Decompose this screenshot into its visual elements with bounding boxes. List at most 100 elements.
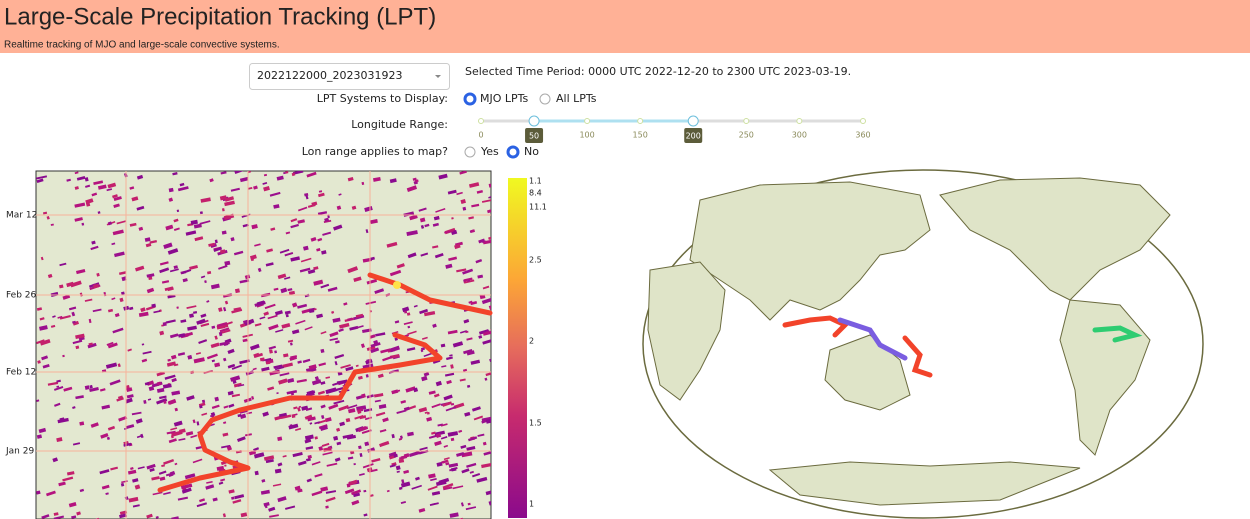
date-label: Mar 12 (6, 211, 37, 221)
slider-handle[interactable] (687, 115, 699, 127)
precip-pixel (231, 496, 235, 500)
precip-pixel (481, 297, 491, 305)
colorbar-label: 2.5 (529, 256, 542, 265)
precip-pixel (75, 345, 80, 350)
precip-pixel (476, 476, 488, 483)
precip-pixel (488, 195, 491, 199)
precip-pixel (151, 303, 157, 308)
precip-pixel (365, 300, 377, 305)
radio-selected[interactable] (463, 92, 477, 106)
radio[interactable] (464, 146, 476, 158)
precip-pixel (186, 331, 194, 337)
precip-pixel (295, 319, 306, 325)
precip-pixel (291, 302, 298, 308)
precip-pixel (111, 297, 116, 301)
precip-pixel (421, 375, 428, 382)
precip-pixel (223, 405, 229, 409)
precip-pixel (125, 424, 135, 430)
precip-pixel (321, 250, 327, 255)
slider-dot (478, 118, 484, 124)
precip-pixel (141, 358, 148, 363)
precip-pixel (468, 216, 474, 220)
precip-pixel (109, 379, 121, 386)
precip-pixel (345, 417, 351, 423)
dataset-dropdown[interactable] (249, 63, 450, 90)
precip-pixel (320, 283, 330, 289)
precip-pixel (407, 330, 417, 336)
precip-pixel (447, 431, 459, 437)
precip-pixel (117, 395, 124, 400)
precip-pixel (460, 330, 468, 334)
precip-pixel (136, 434, 143, 439)
radio-selected[interactable] (506, 145, 520, 159)
precip-pixel (461, 468, 470, 474)
precip-pixel (429, 502, 439, 506)
precip-pixel (279, 372, 290, 377)
precip-pixel (188, 313, 194, 318)
precip-pixel (308, 309, 315, 314)
precip-pixel (378, 404, 387, 409)
precip-pixel (112, 327, 124, 334)
precip-pixel (257, 267, 262, 273)
precip-pixel (97, 184, 107, 190)
precip-pixel (90, 245, 99, 251)
precip-pixel (306, 171, 317, 178)
precip-pixel (446, 379, 452, 385)
precip-pixel (285, 314, 289, 318)
precip-pixel (430, 477, 437, 482)
precip-pixel (331, 310, 335, 314)
precip-pixel (479, 294, 486, 300)
precip-pixel (346, 483, 351, 488)
precip-pixel (256, 300, 265, 306)
precip-pixel (85, 202, 91, 207)
precip-pixel (234, 494, 245, 500)
precip-pixel (382, 417, 389, 423)
precip-pixel (227, 363, 236, 369)
precip-pixel (173, 218, 179, 223)
precip-pixel (320, 381, 326, 385)
precip-pixel (373, 393, 384, 398)
precip-pixel (177, 186, 189, 192)
precip-pixel (328, 403, 339, 410)
precip-pixel (432, 323, 437, 328)
precip-pixel (231, 308, 243, 314)
precip-pixel (278, 412, 287, 417)
precip-pixel (292, 452, 303, 458)
precip-pixel (394, 320, 400, 324)
precip-pixel (223, 421, 227, 424)
precip-pixel (440, 423, 448, 427)
lon-slider[interactable]: 0 100 150 250 300 360 50 200 (478, 115, 871, 143)
precip-pixel (208, 242, 216, 247)
precip-pixel (336, 427, 341, 432)
precip-pixel (459, 171, 467, 175)
radio[interactable] (539, 93, 551, 105)
precip-pixel (223, 321, 233, 326)
precip-pixel (398, 437, 403, 441)
precip-pixel (434, 440, 442, 447)
precip-pixel (210, 283, 220, 290)
precip-pixel (485, 489, 491, 496)
precip-pixel (265, 361, 271, 365)
precip-pixel (214, 335, 218, 340)
precip-pixel (481, 462, 491, 469)
precip-pixel (458, 429, 463, 433)
precip-pixel (135, 265, 145, 272)
precip-pixel (276, 175, 284, 181)
precip-pixel (107, 308, 114, 313)
precip-pixel (478, 329, 490, 335)
precip-pixel (113, 196, 122, 201)
precip-pixel (297, 360, 302, 364)
precip-pixel (333, 224, 343, 231)
precip-pixel (219, 327, 230, 333)
precip-pixel (279, 248, 290, 254)
precip-pixel (484, 377, 488, 381)
precip-pixel (159, 267, 170, 274)
precip-pixel (205, 484, 215, 490)
precip-pixel (251, 395, 255, 400)
precip-pixel (250, 257, 255, 262)
precip-pixel (53, 512, 59, 516)
slider-handle[interactable] (528, 115, 540, 127)
precip-pixel (114, 313, 120, 318)
precip-pixel (167, 358, 171, 362)
precip-pixel (59, 262, 67, 267)
